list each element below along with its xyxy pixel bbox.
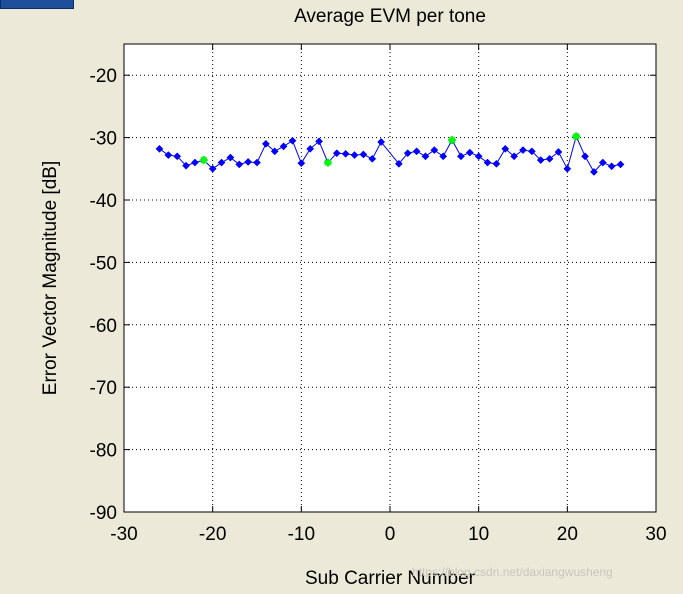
watermark-text: https://blog.csdn.net/daxiangwusheng [412,565,613,579]
data-point [474,152,483,161]
highlight-point [199,156,208,165]
data-point [465,148,474,157]
data-point [545,154,554,163]
data-point [527,147,536,156]
data-point [439,152,448,161]
data-point [492,159,501,168]
x-tick-label: -30 [110,524,137,545]
data-point [164,151,173,160]
highlight-point [448,136,457,145]
data-point [519,146,527,155]
y-tick-label: -50 [90,253,117,274]
data-point [332,149,341,158]
data-point [430,146,439,155]
data-point [190,158,199,167]
data-point [563,164,572,173]
data-point [315,137,324,146]
data-point [155,144,164,153]
y-tick-label: -30 [90,129,117,150]
data-point [581,152,590,161]
data-point [279,142,288,151]
highlight-point [323,158,332,167]
y-tick-label: -70 [90,378,117,399]
y-tick-label: -20 [90,66,117,87]
y-tick-label: -80 [90,441,117,462]
chart-title: Average EVM per tone [294,6,486,27]
data-point [607,162,616,171]
grid [124,44,656,512]
x-tick-label: 0 [385,524,396,545]
highlight-point [572,132,581,141]
series-lines [159,134,621,173]
series-line [159,134,621,173]
y-axis-label: Error Vector Magnitude [dB] [40,161,61,395]
data-point [598,158,607,167]
data-point [261,139,270,148]
data-point [456,152,465,161]
data-point [536,156,545,165]
data-point [306,144,315,153]
data-point [253,158,261,167]
data-point [182,161,191,170]
data-point [208,164,217,173]
data-point [359,150,368,159]
data-point [394,159,403,168]
axis-ticks: -30 -20 -10 0 10 20 30 -90 -80 -70 -60 -50 -40 -30 -20 [90,44,667,545]
data-point [403,149,412,158]
window-corner-tab [0,0,74,9]
data-point [554,147,563,156]
data-point [217,158,226,167]
data-point [270,147,279,156]
x-tick-label: -10 [288,524,315,545]
y-tick-label: -40 [90,191,117,212]
data-point [244,157,253,166]
data-point [501,144,510,153]
data-point [483,158,492,167]
data-point [297,159,306,168]
data-point [368,154,377,163]
data-point [589,167,598,176]
data-point [421,152,430,161]
x-tick-label: 30 [645,524,666,545]
data-point [341,149,350,158]
data-point [377,138,386,146]
y-tick-label: -90 [90,503,117,524]
data-point [288,136,297,145]
data-markers [155,132,625,176]
data-point [350,151,359,160]
plot-area [124,44,656,512]
x-tick-label: -20 [199,524,226,545]
data-point [226,153,235,162]
data-point [412,147,421,156]
data-point [616,160,625,169]
x-tick-label: 20 [557,524,578,545]
x-tick-label: 10 [468,524,489,545]
data-point [510,152,519,161]
data-point [235,160,244,169]
y-tick-label: -60 [90,316,117,337]
data-point [173,152,182,161]
x-axis-label: Sub Carrier Number [305,568,476,589]
